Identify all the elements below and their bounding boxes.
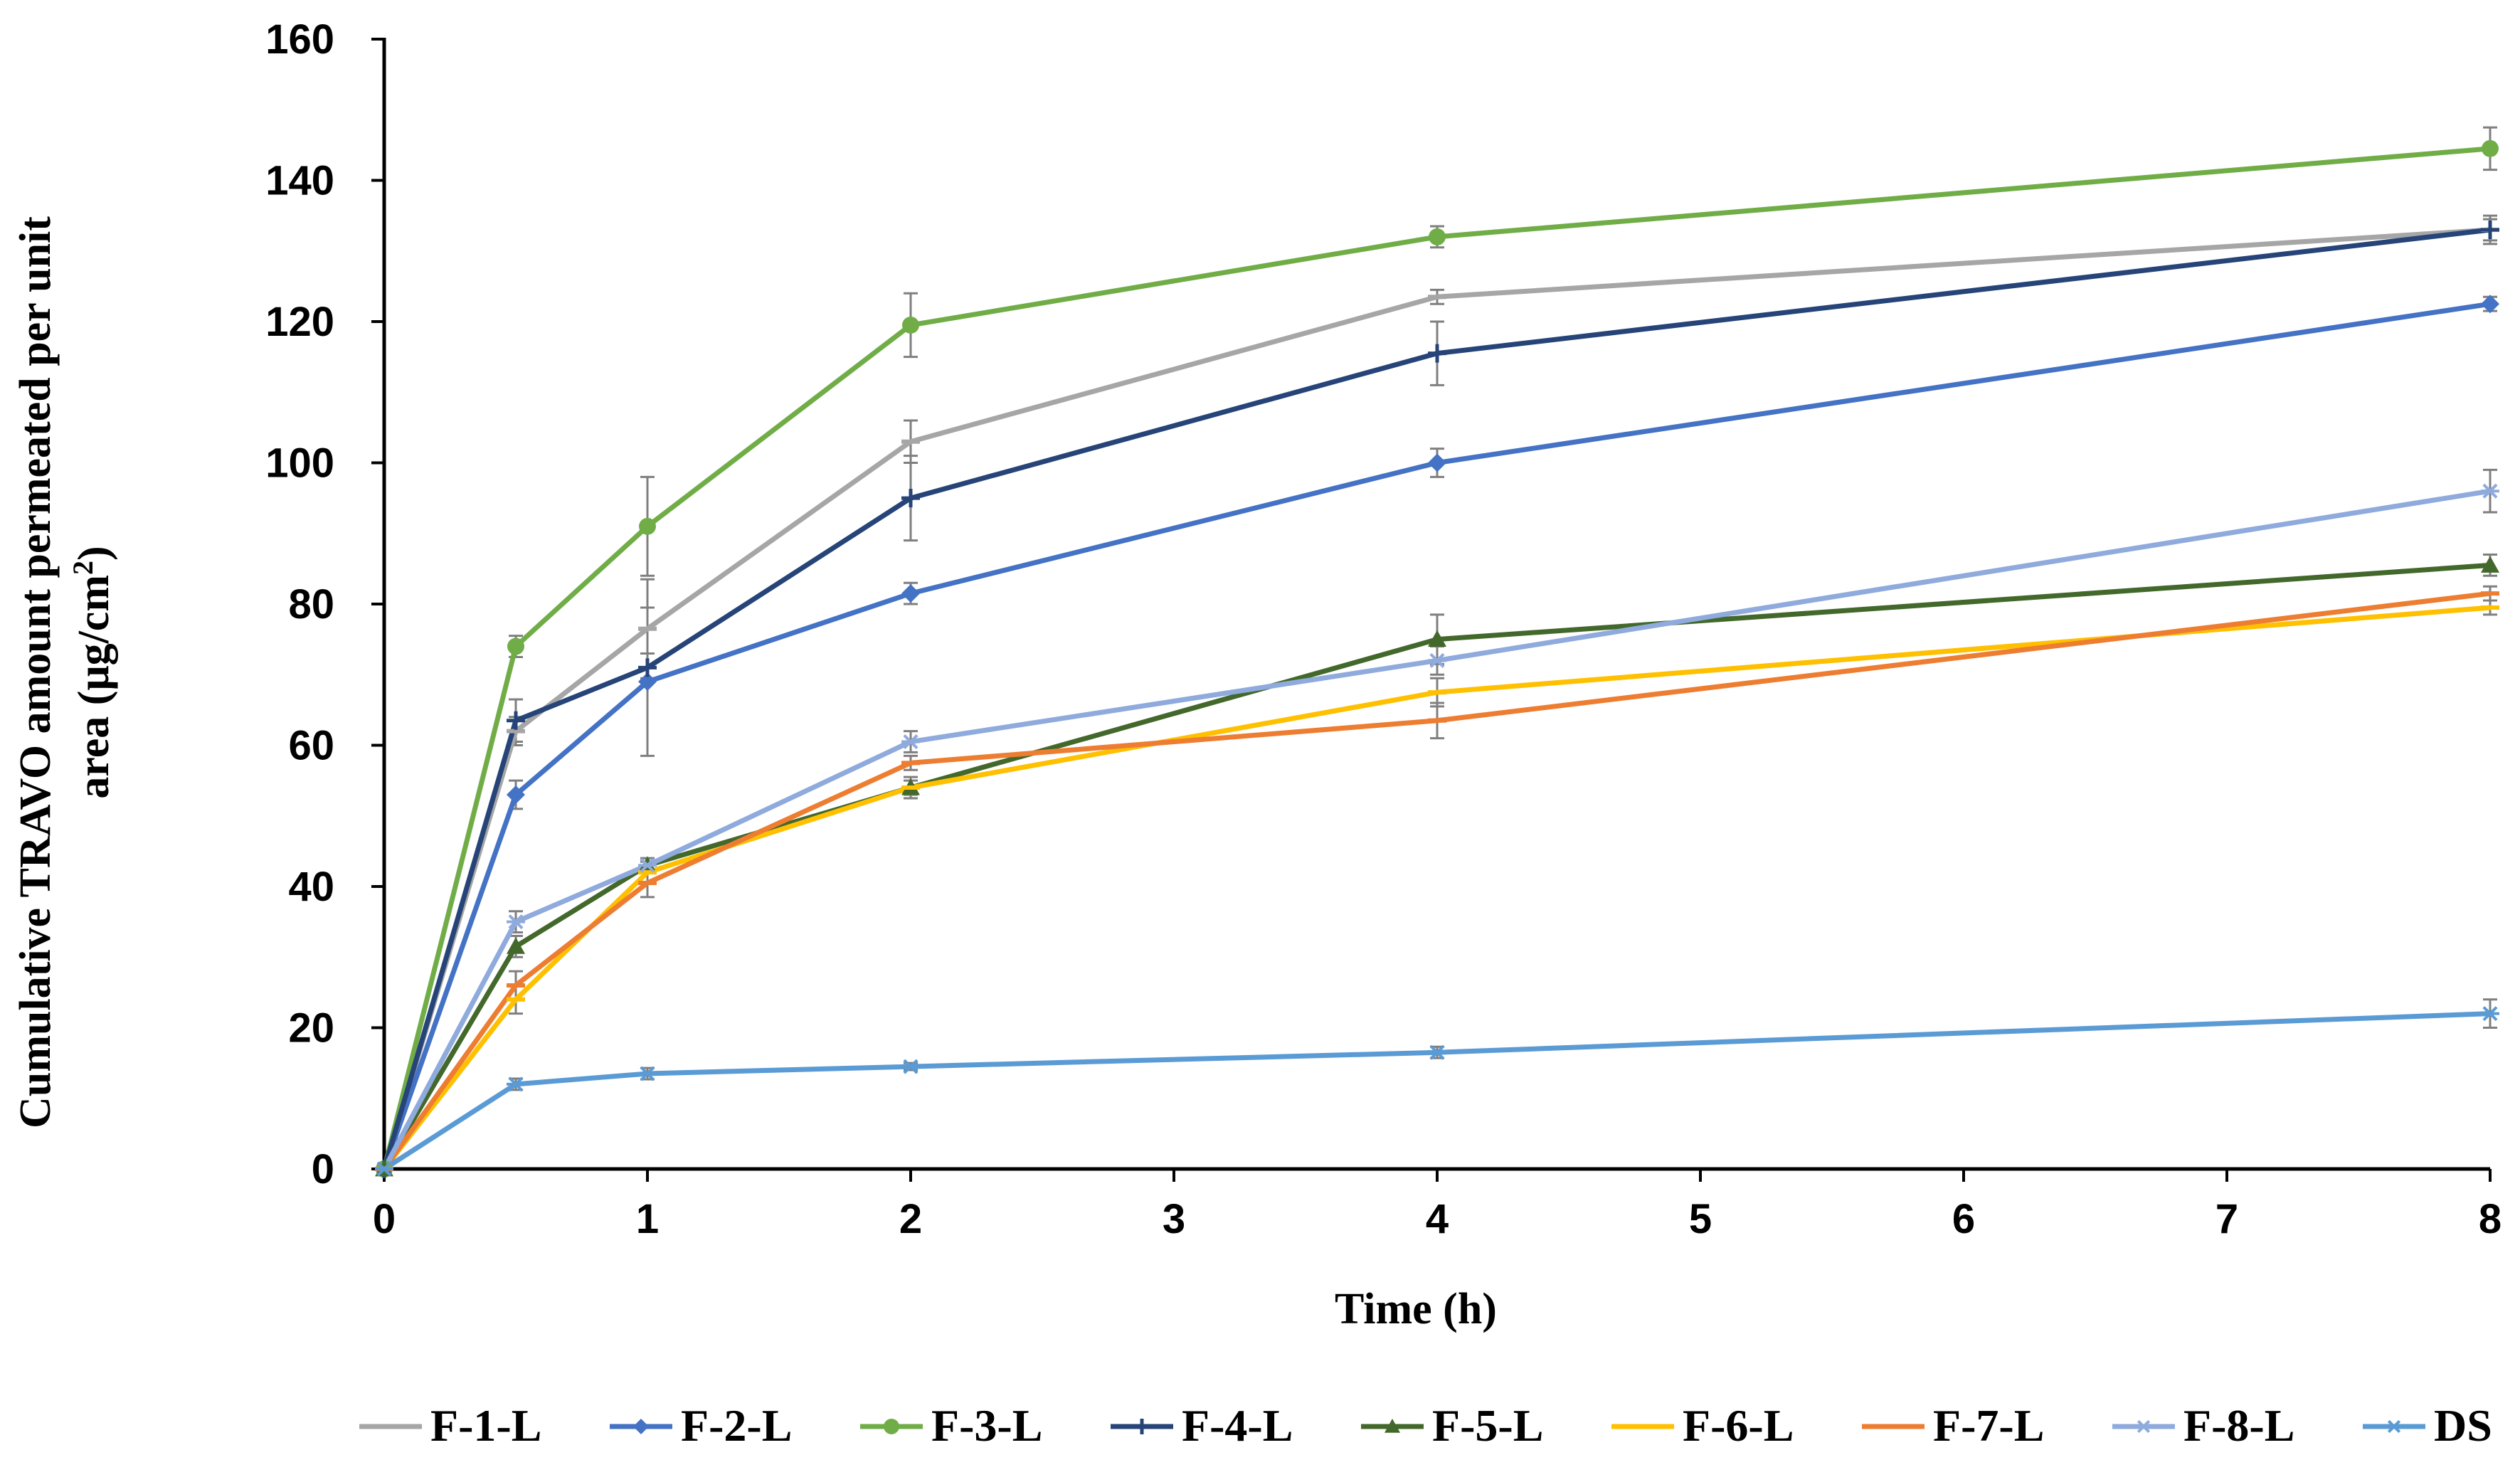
x-tick-label: 6: [1952, 1196, 1975, 1242]
data-point: [507, 937, 525, 954]
y-tick-label: 80: [288, 581, 334, 628]
series-line-f-6-l: [381, 605, 2493, 1172]
data-point: [2136, 1419, 2151, 1434]
y-tick-label: 40: [288, 864, 334, 910]
data-point: [638, 658, 657, 677]
legend-label: DS: [2434, 1400, 2492, 1451]
data-point: [902, 316, 919, 334]
y-tick-label: 120: [265, 299, 334, 345]
error-bars: [509, 126, 2497, 1091]
series-line-f-2-l: [381, 301, 2493, 1172]
data-point: [638, 1066, 657, 1081]
data-point: [507, 914, 525, 930]
y-tick-label: 160: [265, 16, 334, 63]
legend-label: F-1-L: [430, 1400, 541, 1451]
x-tick-label: 0: [373, 1196, 396, 1242]
series-markers: [375, 139, 2499, 1178]
data-point: [633, 1419, 649, 1434]
legend-label: F-8-L: [2183, 1400, 2294, 1451]
data-point: [1428, 1044, 1446, 1060]
legend-label: F-2-L: [681, 1400, 792, 1451]
data-point: [1134, 1419, 1150, 1434]
data-point: [901, 734, 920, 750]
x-tick-label: 1: [636, 1196, 659, 1242]
y-tick-label: 60: [288, 723, 334, 769]
x-ticks: 0 1 2 3 4 5 6 7 8: [373, 1169, 2502, 1242]
x-tick-label: 3: [1163, 1196, 1185, 1242]
legend-label: F-4-L: [1182, 1400, 1293, 1451]
y-tick-label: 140: [265, 158, 334, 204]
legend-item-f-7-l: F-7-L: [1862, 1400, 2044, 1451]
y-tick-label: 0: [312, 1146, 334, 1192]
series-line-f-5-l: [381, 562, 2493, 1172]
x-tick-label: 7: [2215, 1196, 2238, 1242]
data-point: [507, 637, 524, 655]
x-tick-label: 5: [1689, 1196, 1712, 1242]
series-line-f-7-l: [381, 591, 2493, 1172]
legend-item-f-5-l: F-5-L: [1361, 1400, 1543, 1451]
legend-label: F-5-L: [1432, 1400, 1543, 1451]
series-line-f-8-l: [381, 488, 2493, 1172]
legend-item-f-6-l: F-6-L: [1611, 1400, 1794, 1451]
data-point: [638, 857, 657, 873]
legend-item-f-1-l: F-1-L: [359, 1400, 541, 1451]
y-tick-label: 100: [265, 440, 334, 487]
x-tick-label: 4: [1426, 1196, 1449, 1242]
y-ticks: 0 20 40 60 80 100 120 140 160: [265, 16, 384, 1192]
data-point: [1428, 453, 1446, 472]
data-point: [2481, 556, 2499, 573]
data-point: [901, 1059, 920, 1074]
data-point: [2481, 483, 2499, 499]
legend-label: F-6-L: [1683, 1400, 1794, 1451]
axes: [382, 38, 2490, 1171]
data-point: [1428, 630, 1446, 647]
legend-item-f-8-l: F-8-L: [2112, 1400, 2294, 1451]
legend-label: F-3-L: [931, 1400, 1042, 1451]
data-point: [1428, 652, 1446, 668]
data-point: [507, 785, 525, 804]
legend-label: F-7-L: [1933, 1400, 2044, 1451]
data-point: [375, 1161, 393, 1177]
data-point: [507, 1076, 525, 1092]
data-point: [1428, 344, 1446, 363]
data-point: [2481, 295, 2499, 314]
x-tick-label: 8: [2479, 1196, 2502, 1242]
series-line-f-3-l: [381, 146, 2493, 1172]
y-axis-title: Cumulative TRAVO amount permeated per un…: [11, 216, 118, 1128]
data-point: [1429, 228, 1446, 245]
y-tick-label: 20: [288, 1005, 334, 1052]
data-point: [1385, 1419, 1400, 1433]
x-tick-label: 2: [899, 1196, 922, 1242]
legend-item-f-3-l: F-3-L: [860, 1400, 1042, 1451]
data-point: [639, 517, 656, 535]
series-line-ds: [381, 1011, 2493, 1172]
data-point: [507, 711, 525, 730]
data-point: [884, 1419, 899, 1434]
data-point: [638, 672, 657, 692]
data-point: [2386, 1419, 2402, 1434]
legend-item-f-4-l: F-4-L: [1111, 1400, 1293, 1451]
data-point: [901, 489, 920, 508]
legend-item-ds: DS: [2363, 1400, 2492, 1451]
legend: F-1-L F-2-L F-3-L F-4-L F-5-L F-6-L F-7-L F-8-L…: [359, 1400, 2492, 1451]
data-point: [2481, 220, 2499, 239]
data-point: [901, 584, 920, 603]
data-point: [2482, 139, 2499, 157]
x-axis-title: Time (h): [1335, 1285, 1497, 1333]
legend-item-f-2-l: F-2-L: [610, 1400, 792, 1451]
data-point: [2481, 1006, 2499, 1022]
y-axis-title-line1: Cumulative TRAVO amount permeated per un…: [11, 216, 60, 1128]
series-lines: [381, 146, 2493, 1172]
y-axis-title-line2: area (μg/cm2): [67, 546, 118, 798]
series-line-f-4-l: [381, 227, 2493, 1172]
